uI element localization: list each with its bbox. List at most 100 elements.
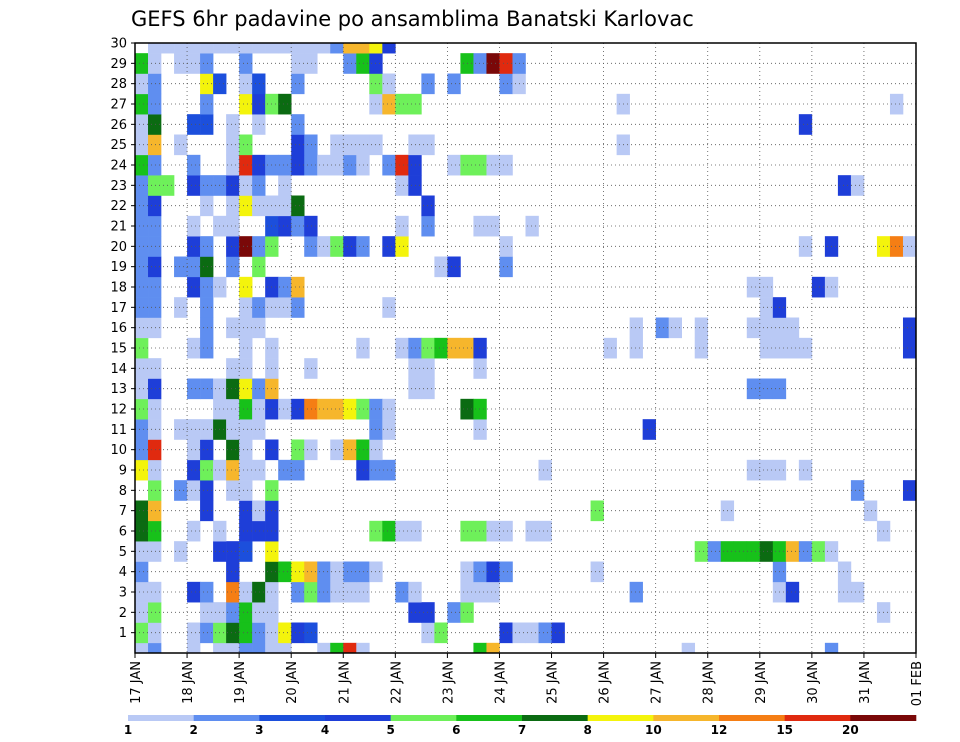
heatmap-cell bbox=[330, 134, 344, 156]
legend-swatch bbox=[850, 715, 917, 721]
heatmap-cell bbox=[902, 317, 917, 339]
heatmap-cell bbox=[525, 215, 539, 237]
heatmap-cell bbox=[200, 581, 214, 603]
heatmap-cell bbox=[811, 541, 826, 562]
heatmap-cell bbox=[694, 317, 709, 339]
heatmap-cell bbox=[187, 439, 201, 461]
heatmap-cell bbox=[291, 114, 305, 135]
heatmap-cell bbox=[304, 398, 318, 420]
x-tick-label: 17 JAN bbox=[129, 661, 144, 704]
heatmap-cell bbox=[239, 378, 253, 400]
heatmap-cell bbox=[187, 378, 201, 400]
heatmap-cell bbox=[278, 459, 292, 481]
heatmap-cell bbox=[252, 114, 266, 135]
heatmap-cell bbox=[135, 276, 149, 298]
heatmap-cell bbox=[239, 337, 253, 359]
heatmap-cell bbox=[421, 622, 435, 644]
y-tick-label: 17 bbox=[110, 301, 127, 316]
heatmap-cell bbox=[759, 541, 774, 562]
heatmap-cell bbox=[343, 134, 357, 156]
heatmap-cell bbox=[473, 419, 487, 440]
heatmap-cell bbox=[252, 43, 266, 54]
heatmap-cell bbox=[902, 236, 917, 257]
heatmap-cell bbox=[538, 459, 552, 481]
heatmap-cell bbox=[421, 215, 435, 237]
heatmap-cell bbox=[837, 561, 852, 583]
heatmap-cell bbox=[486, 642, 500, 654]
heatmap-cell bbox=[200, 276, 214, 298]
heatmap-cell bbox=[239, 236, 253, 257]
heatmap-cell bbox=[395, 337, 409, 359]
heatmap-cell bbox=[759, 378, 774, 400]
heatmap-cell bbox=[187, 276, 201, 298]
heatmap-cell bbox=[798, 114, 813, 135]
heatmap-cell bbox=[291, 459, 305, 481]
heatmap-cell bbox=[863, 500, 878, 522]
heatmap-cell bbox=[148, 439, 162, 461]
heatmap-cell bbox=[291, 561, 305, 583]
heatmap-cell bbox=[382, 419, 396, 440]
y-tick-label: 3 bbox=[119, 586, 127, 601]
heatmap-cell bbox=[135, 73, 149, 95]
heatmap-cell bbox=[226, 581, 240, 603]
heatmap-cell bbox=[330, 561, 344, 583]
heatmap-cell bbox=[200, 175, 214, 196]
chart-title: GEFS 6hr padavine po ansamblima Banatski… bbox=[131, 7, 694, 31]
heatmap-cell bbox=[304, 134, 318, 156]
heatmap-cell bbox=[538, 520, 552, 542]
heatmap-cell bbox=[902, 337, 917, 359]
heatmap-cell bbox=[252, 520, 266, 542]
heatmap-cell bbox=[473, 642, 487, 654]
heatmap-cell bbox=[278, 93, 292, 115]
heatmap-cell bbox=[135, 419, 149, 440]
heatmap-cell bbox=[434, 622, 448, 644]
heatmap-cell bbox=[239, 134, 253, 156]
heatmap-cell bbox=[200, 378, 214, 400]
legend-swatch bbox=[456, 715, 523, 721]
heatmap-cell bbox=[200, 480, 214, 501]
heatmap-cell bbox=[187, 236, 201, 257]
heatmap-cell bbox=[161, 43, 175, 54]
legend-label: 12 bbox=[711, 723, 728, 737]
heatmap-cell bbox=[187, 43, 201, 54]
heatmap-cell bbox=[135, 53, 149, 74]
heatmap-cell bbox=[200, 419, 214, 440]
heatmap-cell bbox=[278, 276, 292, 298]
heatmap-cell bbox=[304, 53, 318, 74]
heatmap-cell bbox=[226, 459, 240, 481]
heatmap-cell bbox=[278, 622, 292, 644]
heatmap-cell bbox=[395, 93, 409, 115]
heatmap-cell bbox=[291, 215, 305, 237]
heatmap-cell bbox=[499, 256, 513, 278]
y-tick-label: 16 bbox=[110, 321, 127, 336]
heatmap-cell bbox=[551, 622, 565, 644]
heatmap-cell bbox=[759, 276, 774, 298]
legend-swatch bbox=[128, 715, 194, 721]
heatmap-cell bbox=[252, 154, 266, 176]
heatmap-cell bbox=[694, 541, 709, 562]
y-tick-label: 18 bbox=[110, 281, 127, 296]
heatmap-cell bbox=[798, 541, 813, 562]
heatmap-cell bbox=[239, 602, 253, 623]
heatmap-cell bbox=[278, 297, 292, 318]
heatmap-cell bbox=[239, 622, 253, 644]
heatmap-cell bbox=[187, 419, 201, 440]
heatmap-cell bbox=[278, 398, 292, 420]
heatmap-cell bbox=[356, 134, 370, 156]
heatmap-cell bbox=[226, 154, 240, 176]
heatmap-cell bbox=[304, 154, 318, 176]
y-tick-label: 15 bbox=[110, 342, 127, 357]
heatmap-cell bbox=[226, 561, 240, 583]
heatmap-cell bbox=[239, 73, 253, 95]
heatmap-cell bbox=[252, 297, 266, 318]
heatmap-cell bbox=[356, 581, 370, 603]
heatmap-cell bbox=[239, 581, 253, 603]
heatmap-cell bbox=[148, 175, 162, 196]
heatmap-cell bbox=[226, 43, 240, 54]
heatmap-cell bbox=[278, 195, 292, 217]
x-tick-label: 25 JAN bbox=[546, 661, 561, 704]
heatmap-cell bbox=[343, 642, 357, 654]
heatmap-cell bbox=[135, 154, 149, 176]
y-tick-label: 19 bbox=[110, 260, 127, 275]
heatmap-cell bbox=[148, 297, 162, 318]
